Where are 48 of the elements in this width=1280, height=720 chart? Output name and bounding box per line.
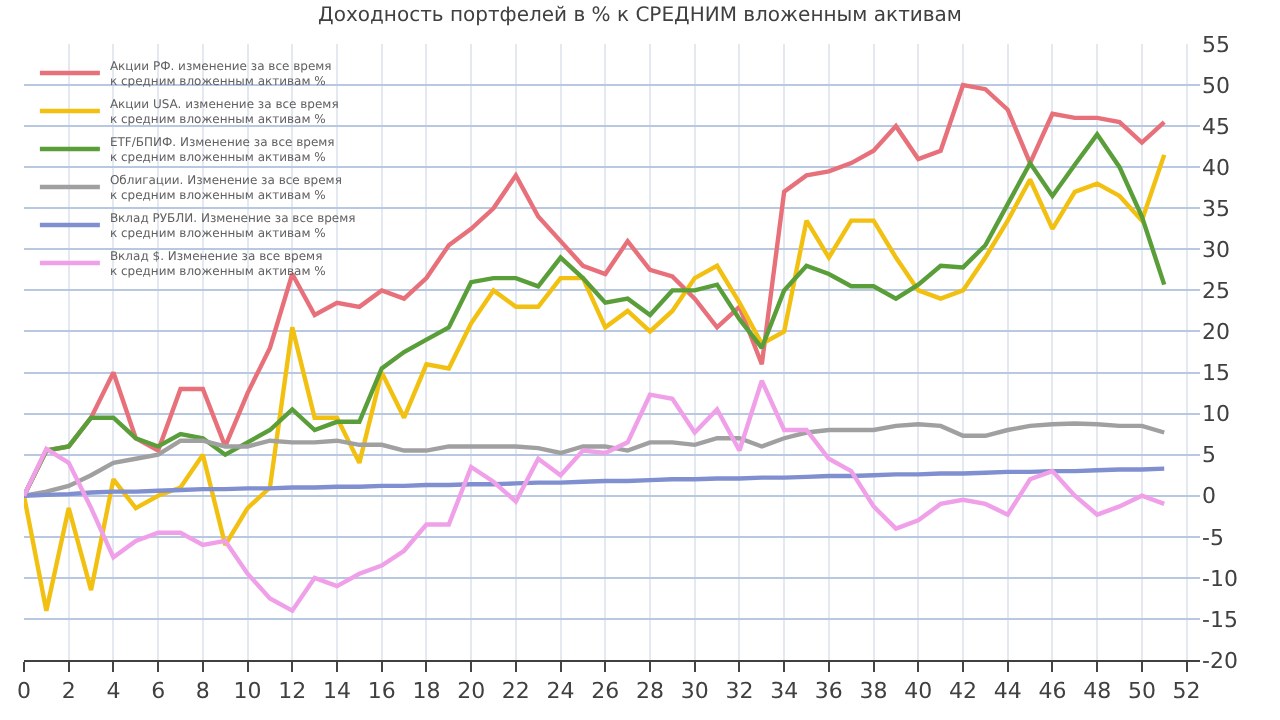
x-tick-label: 48 — [1083, 678, 1112, 705]
x-tick-label: 28 — [636, 678, 664, 705]
x-tick-label: 12 — [278, 678, 307, 705]
y-tick-label: -5 — [1202, 524, 1224, 551]
x-tick-label: 30 — [680, 678, 709, 705]
chart-title: Доходность портфелей в % к СРЕДНИМ вложенным активам — [318, 5, 962, 28]
x-tick-label: 26 — [591, 678, 620, 705]
line-series — [24, 378, 1167, 613]
x-tick-label: 46 — [1038, 678, 1067, 705]
x-tick-label: 24 — [546, 678, 575, 705]
x-tick-label: 2 — [61, 678, 76, 705]
y-tick-label: 55 — [1202, 31, 1230, 58]
x-tick-label: 4 — [106, 678, 121, 705]
y-tick-label: 0 — [1202, 483, 1216, 510]
line-series — [24, 466, 1167, 498]
y-tick-label: 10 — [1202, 401, 1230, 428]
y-tick-label: 35 — [1202, 195, 1230, 222]
x-tick-label: 16 — [367, 678, 396, 705]
x-tick-label: 44 — [993, 678, 1022, 705]
x-tick-label: 10 — [233, 678, 262, 705]
x-tick-label: 42 — [949, 678, 978, 705]
y-tick-label: -10 — [1202, 565, 1238, 592]
x-tick-label: 6 — [151, 678, 166, 705]
x-tick-label: 14 — [323, 678, 351, 705]
x-tick-label: 34 — [770, 678, 799, 705]
x-tick-label: 22 — [501, 678, 530, 705]
x-tick-label: 52 — [1172, 678, 1201, 705]
y-tick-label: 30 — [1202, 237, 1230, 264]
x-tick-label: 32 — [725, 678, 754, 705]
y-tick-label: 20 — [1202, 319, 1230, 346]
y-tick-label: 25 — [1202, 278, 1230, 305]
y-tick-label: 50 — [1202, 72, 1230, 99]
x-tick-label: 0 — [17, 678, 31, 705]
y-tick-label: 5 — [1202, 442, 1216, 469]
y-tick-label: -15 — [1202, 606, 1238, 633]
x-tick-label: 18 — [412, 678, 441, 705]
x-tick-label: 20 — [457, 678, 486, 705]
line-series — [24, 421, 1167, 498]
y-tick-label: 40 — [1202, 154, 1230, 181]
y-tick-label: 45 — [1202, 113, 1230, 140]
y-tick-label: -20 — [1202, 647, 1238, 674]
line-series — [24, 152, 1167, 613]
x-tick-label: 38 — [859, 678, 888, 705]
y-tick-label: 15 — [1202, 360, 1230, 387]
x-tick-label: 40 — [904, 678, 933, 705]
x-tick-label: 50 — [1127, 678, 1156, 705]
x-tick-label: 8 — [195, 678, 210, 705]
x-tick-label: 36 — [814, 678, 843, 705]
